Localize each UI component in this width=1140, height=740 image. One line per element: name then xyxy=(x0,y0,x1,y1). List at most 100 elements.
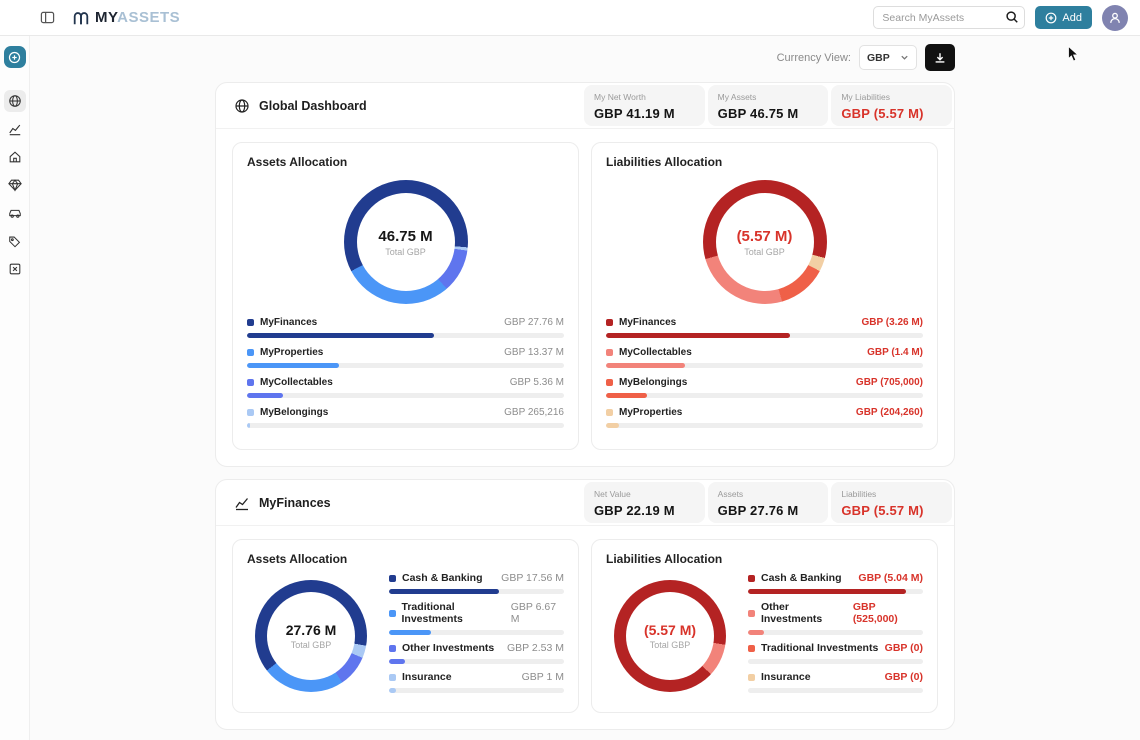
legend-bar xyxy=(748,659,923,664)
sidebar-item-myproperties[interactable] xyxy=(4,146,26,168)
stat-value: GBP 41.19 M xyxy=(594,106,675,121)
liabilities-donut-chart[interactable]: (5.57 M) Total GBP xyxy=(614,580,726,692)
sidebar xyxy=(0,36,30,740)
mouse-cursor xyxy=(1068,46,1080,62)
legend-swatch xyxy=(748,644,755,652)
legend-label: Other Investments xyxy=(760,601,823,625)
legend-label: MyProperties xyxy=(619,407,683,418)
legend-item[interactable]: Insurance GBP 1 M xyxy=(389,671,564,693)
legend-label: MyCollectables xyxy=(260,377,333,388)
legend-item[interactable]: MyFinances GBP (3.26 M) xyxy=(606,317,923,338)
tags-icon xyxy=(8,236,20,248)
donut-center-label: Total GBP xyxy=(290,640,332,650)
section-title: Global Dashboard xyxy=(259,98,367,113)
legend-label: MyFinances xyxy=(619,317,677,328)
stat-liabilities: My Liabilities GBP (5.57 M) xyxy=(831,85,953,126)
legend-value: GBP (1.4 M) xyxy=(867,347,923,358)
legend-item[interactable]: MyProperties GBP (204,260) xyxy=(606,407,923,428)
stat-assets: My Assets GBP 46.75 M xyxy=(707,85,829,126)
legend-item[interactable]: MyProperties GBP 13.37 M xyxy=(247,347,564,368)
legend-item[interactable]: Insurance GBP (0) xyxy=(748,671,923,693)
search-input[interactable] xyxy=(873,6,1026,29)
legend-swatch xyxy=(748,673,755,681)
diamond-icon xyxy=(7,179,22,192)
avatar[interactable] xyxy=(1102,4,1128,31)
stat-liabilities: Liabilities GBP (5.57 M) xyxy=(831,482,953,523)
add-button[interactable]: Add xyxy=(1035,6,1092,29)
box-x-icon xyxy=(9,263,20,275)
card-title: Assets Allocation xyxy=(247,155,348,169)
legend-item[interactable]: Traditional Investments GBP 6.67 M xyxy=(389,601,564,635)
legend-bar xyxy=(606,333,923,338)
legend-label: Cash & Banking xyxy=(402,572,483,584)
logo-text-assets: ASSETS xyxy=(117,9,181,26)
liabilities-allocation-card: Liabilities Allocation (5.57 M) Total GB… xyxy=(591,539,938,713)
legend-swatch xyxy=(389,574,396,582)
legend-value: GBP (204,260) xyxy=(855,407,923,418)
donut-center-value: (5.57 M) xyxy=(736,227,793,245)
legend-label: MyFinances xyxy=(260,317,318,328)
legend-value: GBP 2.53 M xyxy=(506,642,564,654)
legend-value: GBP (525,000) xyxy=(852,601,898,625)
legend-item[interactable]: Cash & Banking GBP (5.04 M) xyxy=(748,572,923,594)
legend-value: GBP (705,000) xyxy=(855,377,923,388)
stat-label: Net Value xyxy=(594,489,631,499)
stat-assets: Assets GBP 27.76 M xyxy=(707,482,829,523)
legend-item[interactable]: Traditional Investments GBP (0) xyxy=(748,642,923,664)
top-bar: MYASSETS Add xyxy=(0,0,1140,36)
legend-bar xyxy=(247,333,564,338)
donut-center-value: (5.57 M) xyxy=(643,622,697,638)
donut-center-label: Total GBP xyxy=(744,246,785,257)
legend-item[interactable]: MyFinances GBP 27.76 M xyxy=(247,317,564,338)
global-search xyxy=(873,6,1026,29)
sidebar-item-mybelongings[interactable] xyxy=(4,202,26,224)
legend-value: GBP 1 M xyxy=(521,671,564,683)
legend-item[interactable]: Other Investments GBP (525,000) xyxy=(748,601,923,635)
global-stats: My Net Worth GBP 41.19 M My Assets GBP 4… xyxy=(582,83,954,128)
sidebar-add-button[interactable] xyxy=(3,46,26,68)
donut-center-value: 46.75 M xyxy=(378,227,433,245)
legend-item[interactable]: Cash & Banking GBP 17.56 M xyxy=(389,572,564,594)
stat-label: My Assets xyxy=(717,92,757,102)
currency-select[interactable]: GBP xyxy=(859,45,917,70)
legend-item[interactable]: MyCollectables GBP (1.4 M) xyxy=(606,347,923,368)
legend-value: GBP (5.04 M) xyxy=(858,572,923,584)
legend-label: MyBelongings xyxy=(260,407,329,418)
stat-value: GBP 46.75 M xyxy=(717,106,799,121)
legend-item[interactable]: MyCollectables GBP 5.36 M xyxy=(247,377,564,398)
legend-swatch xyxy=(606,409,613,416)
sidebar-item-global-dashboard[interactable] xyxy=(3,90,26,112)
liabilities-donut-chart[interactable]: (5.57 M) Total GBP xyxy=(702,180,827,304)
logo-text-my: MY xyxy=(95,9,118,26)
stat-value: GBP 27.76 M xyxy=(717,503,799,518)
legend-bar xyxy=(606,363,923,368)
legend-item[interactable]: MyBelongings GBP 265,216 xyxy=(247,407,564,428)
stat-value: GBP 22.19 M xyxy=(594,503,675,518)
assets-donut-chart[interactable]: 27.76 M Total GBP xyxy=(255,580,367,692)
section-myfinances: MyFinances Net Value GBP 22.19 M Assets … xyxy=(215,479,955,730)
person-icon xyxy=(1110,12,1120,23)
legend-bar xyxy=(389,589,564,594)
sidebar-toggle-icon[interactable] xyxy=(38,9,56,27)
download-button[interactable] xyxy=(925,44,955,71)
legend-item[interactable]: MyBelongings GBP (705,000) xyxy=(606,377,923,398)
sidebar-item-tags[interactable] xyxy=(4,230,26,252)
sidebar-item-myfinances[interactable] xyxy=(4,118,26,140)
sidebar-item-archive[interactable] xyxy=(4,258,26,280)
legend-swatch xyxy=(247,319,254,326)
stat-net-worth: My Net Worth GBP 41.19 M xyxy=(584,85,705,126)
legend-label: Insurance xyxy=(402,671,452,683)
legend-bar xyxy=(247,393,564,398)
legend-label: Cash & Banking xyxy=(761,572,842,584)
legend-item[interactable]: Other Investments GBP 2.53 M xyxy=(389,642,564,664)
currency-view-label: Currency View: xyxy=(776,51,851,64)
legend-swatch xyxy=(247,409,254,416)
sidebar-item-mycollectables[interactable] xyxy=(4,174,26,196)
legend-swatch xyxy=(748,574,755,582)
legend-swatch xyxy=(606,319,613,326)
myassets-logo: MYASSETS xyxy=(72,9,180,27)
search-icon[interactable] xyxy=(1005,10,1019,24)
assets-donut-chart[interactable]: 46.75 M Total GBP xyxy=(343,180,468,304)
liabilities-allocation-card: Liabilities Allocation (5.57 M) Total GB… xyxy=(591,142,938,450)
